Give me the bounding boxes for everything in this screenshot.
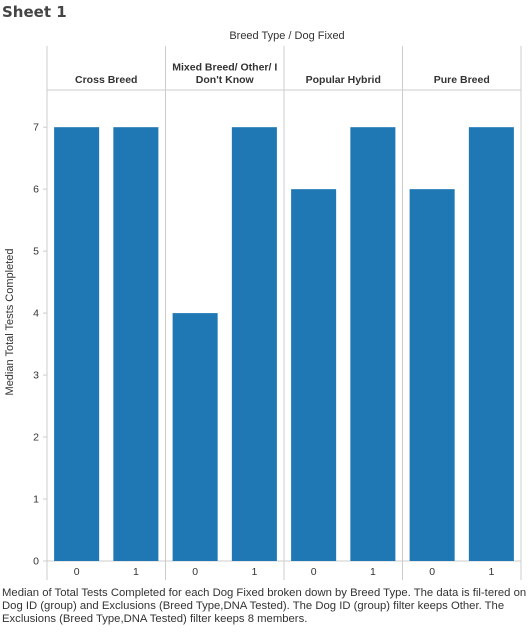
y-tick-label: 5 — [33, 246, 39, 258]
x-tick-label: 0 — [311, 566, 317, 578]
x-tick-label: 1 — [488, 566, 494, 578]
y-tick-label: 2 — [33, 432, 39, 444]
x-tick-label: 1 — [133, 566, 139, 578]
bar-chart: Breed Type / Dog Fixed Median Total Test… — [4, 30, 522, 580]
x-tick-label: 0 — [429, 566, 435, 578]
chart-caption: Median of Total Tests Completed for each… — [2, 587, 527, 625]
group-header-label: Pure Breed — [434, 74, 490, 86]
y-tick-label: 3 — [33, 370, 39, 382]
group-header-label: Mixed Breed/ Other/ I — [172, 62, 277, 74]
bar — [172, 313, 218, 561]
y-tick-label: 6 — [33, 184, 39, 196]
bar — [231, 127, 277, 562]
y-axis-label: Median Total Tests Completed — [4, 249, 16, 396]
x-tick-label: 1 — [251, 566, 257, 578]
group-header-label: Cross Breed — [75, 74, 137, 86]
sheet-title: Sheet 1 — [2, 3, 67, 21]
bar — [291, 189, 337, 561]
labels: 0 1 2 3 4 5 6 7 Cross Breed 0 1 Mixed Breed/ Other/… — [33, 62, 494, 579]
group-header-label: Don't Know — [196, 74, 255, 86]
y-tick-label: 4 — [33, 308, 39, 320]
bar — [350, 127, 396, 562]
y-tick-label: 0 — [33, 556, 39, 568]
bars — [54, 127, 514, 562]
y-tick-label: 1 — [33, 494, 39, 506]
bar — [113, 127, 159, 562]
bar — [409, 189, 455, 561]
bar — [54, 127, 100, 562]
x-tick-label: 1 — [370, 566, 376, 578]
x-tick-label: 0 — [192, 566, 198, 578]
y-tick-label: 7 — [33, 122, 39, 134]
group-header-label: Popular Hybrid — [306, 74, 381, 86]
bar — [468, 127, 514, 562]
chart-header: Breed Type / Dog Fixed — [229, 30, 344, 42]
x-tick-label: 0 — [74, 566, 80, 578]
